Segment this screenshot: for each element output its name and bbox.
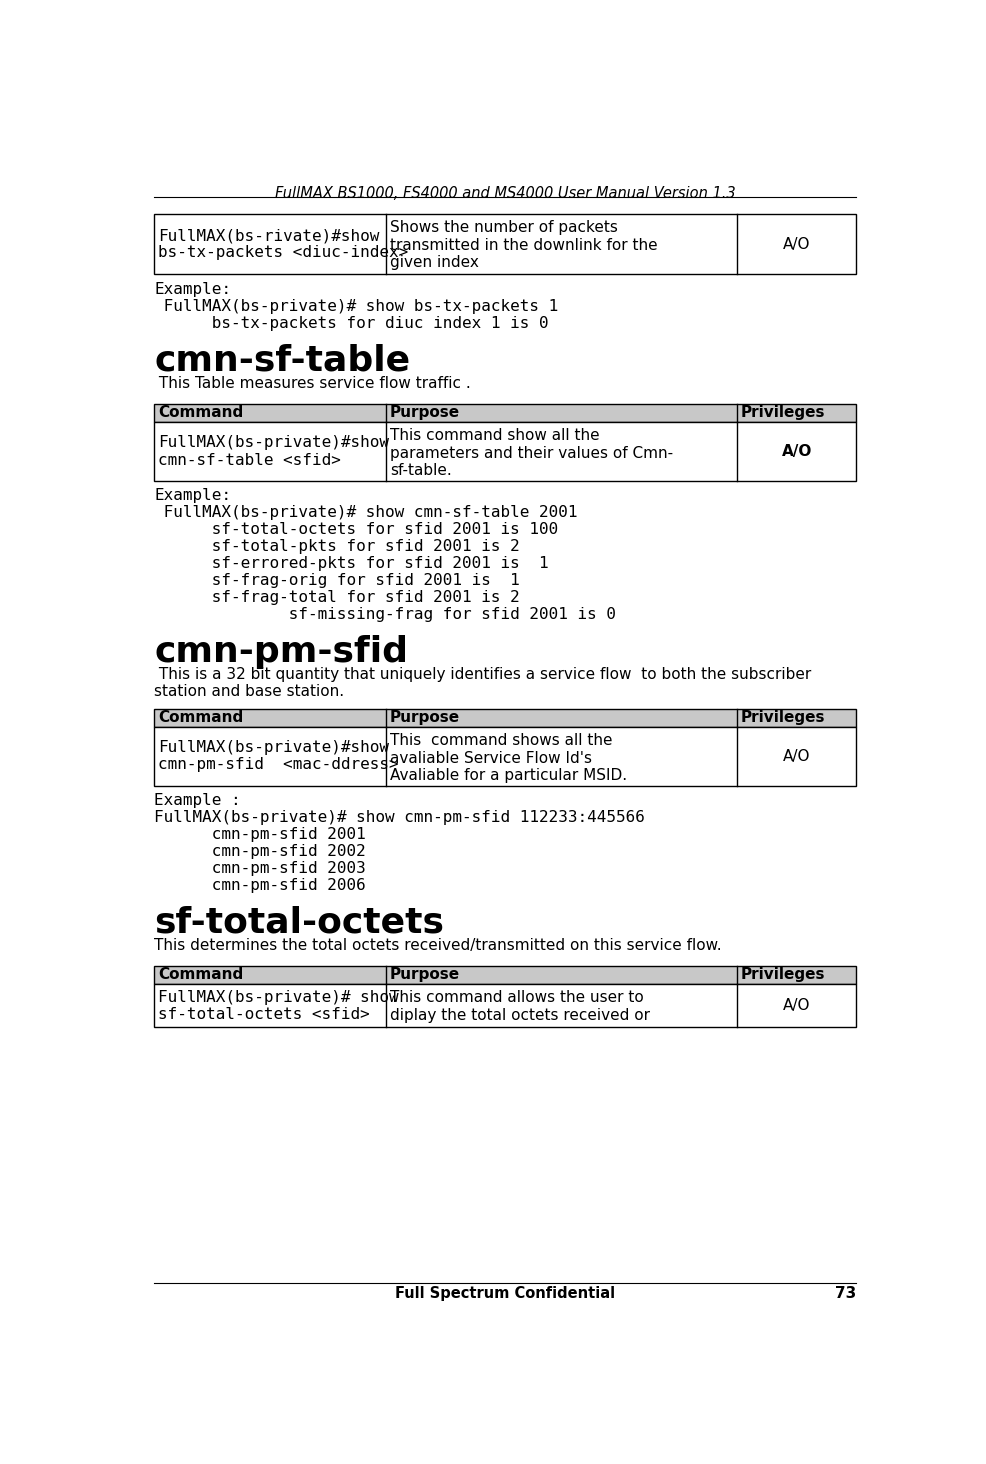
Text: FullMAX(bs-rivate)#show
bs-tx-packets <diuc-index>: FullMAX(bs-rivate)#show bs-tx-packets <d… <box>158 228 408 261</box>
Text: This is a 32 bit quantity that uniquely identifies a service flow  to both the s: This is a 32 bit quantity that uniquely … <box>154 668 811 700</box>
Text: bs-tx-packets for diuc index 1 is 0: bs-tx-packets for diuc index 1 is 0 <box>154 316 549 331</box>
Bar <box>154 404 857 422</box>
Text: This command allows the user to
diplay the total octets received or: This command allows the user to diplay t… <box>389 990 650 1023</box>
Text: FullMAX BS1000, FS4000 and MS4000 User Manual Version 1.3: FullMAX BS1000, FS4000 and MS4000 User M… <box>275 186 736 202</box>
Text: Example:: Example: <box>154 489 232 504</box>
Text: cmn-sf-table: cmn-sf-table <box>154 344 410 378</box>
Text: Purpose: Purpose <box>389 710 459 725</box>
Text: A/O: A/O <box>783 748 810 764</box>
Bar <box>154 966 857 984</box>
Text: cmn-pm-sfid: cmn-pm-sfid <box>154 634 408 669</box>
Text: sf-total-octets: sf-total-octets <box>154 906 445 940</box>
Text: sf-errored-pkts for sfid 2001 is  1: sf-errored-pkts for sfid 2001 is 1 <box>154 556 549 571</box>
Text: This command show all the
parameters and their values of Cmn-
sf-table.: This command show all the parameters and… <box>389 429 673 479</box>
Text: Privileges: Privileges <box>740 710 825 725</box>
Text: Purpose: Purpose <box>389 406 459 420</box>
Text: Privileges: Privileges <box>740 968 825 982</box>
Bar <box>154 709 857 728</box>
Text: FullMAX(bs-private)#show
cmn-sf-table <sfid>: FullMAX(bs-private)#show cmn-sf-table <s… <box>158 435 389 467</box>
Text: Privileges: Privileges <box>740 406 825 420</box>
Text: Example:: Example: <box>154 283 232 297</box>
Text: cmn-pm-sfid 2003: cmn-pm-sfid 2003 <box>154 861 366 875</box>
Text: cmn-pm-sfid 2006: cmn-pm-sfid 2006 <box>154 878 366 893</box>
Text: Command: Command <box>158 968 244 982</box>
Text: sf-total-pkts for sfid 2001 is 2: sf-total-pkts for sfid 2001 is 2 <box>154 539 520 553</box>
Text: This determines the total octets received/transmitted on this service flow.: This determines the total octets receive… <box>154 938 722 953</box>
Text: FullMAX(bs-private)# show cmn-pm-sfid 112233:445566: FullMAX(bs-private)# show cmn-pm-sfid 11… <box>154 810 645 826</box>
Text: Example :: Example : <box>154 793 241 808</box>
Text: sf-frag-total for sfid 2001 is 2: sf-frag-total for sfid 2001 is 2 <box>154 590 520 605</box>
Text: Shows the number of packets
transmitted in the downlink for the
given index: Shows the number of packets transmitted … <box>389 221 658 271</box>
Text: FullMAX(bs-private)#show
cmn-pm-sfid  <mac-ddress>: FullMAX(bs-private)#show cmn-pm-sfid <ma… <box>158 741 398 773</box>
Text: sf-missing-frag for sfid 2001 is 0: sf-missing-frag for sfid 2001 is 0 <box>154 608 616 622</box>
Text: Command: Command <box>158 710 244 725</box>
Bar <box>154 214 857 274</box>
Bar <box>154 728 857 786</box>
Text: cmn-pm-sfid 2001: cmn-pm-sfid 2001 <box>154 827 366 842</box>
Text: A/O: A/O <box>783 998 810 1013</box>
Text: A/O: A/O <box>782 444 811 458</box>
Text: Full Spectrum Confidential: Full Spectrum Confidential <box>395 1285 615 1301</box>
Text: sf-total-octets for sfid 2001 is 100: sf-total-octets for sfid 2001 is 100 <box>154 523 558 537</box>
Bar <box>154 422 857 480</box>
Text: This  command shows all the
avaliable Service Flow Id's
Avaliable for a particul: This command shows all the avaliable Ser… <box>389 733 627 783</box>
Text: FullMAX(bs-private)# show cmn-sf-table 2001: FullMAX(bs-private)# show cmn-sf-table 2… <box>154 505 578 520</box>
Text: cmn-pm-sfid 2002: cmn-pm-sfid 2002 <box>154 845 366 859</box>
Text: A/O: A/O <box>783 237 810 252</box>
Text: 73: 73 <box>835 1285 857 1301</box>
Text: sf-frag-orig for sfid 2001 is  1: sf-frag-orig for sfid 2001 is 1 <box>154 572 520 589</box>
Text: FullMAX(bs-private)# show
sf-total-octets <sfid>: FullMAX(bs-private)# show sf-total-octet… <box>158 990 398 1022</box>
Text: This Table measures service flow traffic .: This Table measures service flow traffic… <box>154 376 471 391</box>
Text: Command: Command <box>158 406 244 420</box>
Bar <box>154 984 857 1028</box>
Text: Purpose: Purpose <box>389 968 459 982</box>
Text: FullMAX(bs-private)# show bs-tx-packets 1: FullMAX(bs-private)# show bs-tx-packets … <box>154 299 558 313</box>
